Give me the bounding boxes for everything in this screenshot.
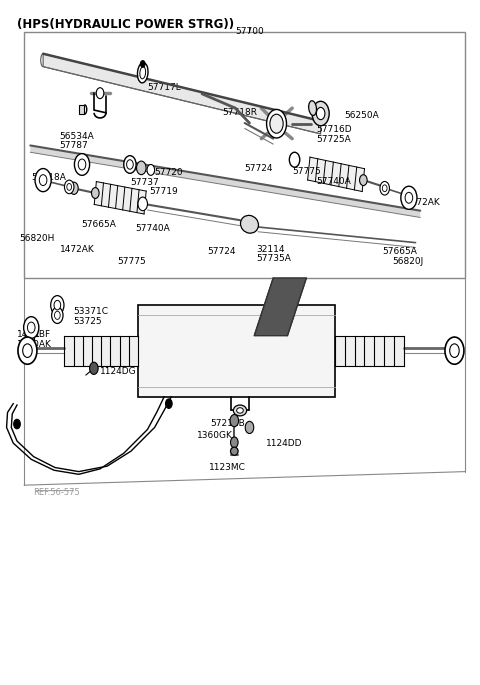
Circle shape bbox=[137, 161, 146, 175]
Circle shape bbox=[316, 108, 325, 120]
Text: 57724: 57724 bbox=[245, 164, 273, 173]
Text: 53725: 53725 bbox=[73, 316, 102, 325]
Ellipse shape bbox=[266, 110, 287, 138]
Text: 1124DD: 1124DD bbox=[266, 439, 302, 448]
Text: 57720: 57720 bbox=[155, 168, 183, 177]
Ellipse shape bbox=[233, 405, 247, 416]
Ellipse shape bbox=[237, 408, 243, 413]
Text: (HPS(HYDRAULIC POWER STRG)): (HPS(HYDRAULIC POWER STRG)) bbox=[17, 18, 234, 31]
Text: 57700: 57700 bbox=[235, 27, 264, 36]
Polygon shape bbox=[138, 305, 335, 397]
Text: 53371C: 53371C bbox=[73, 307, 108, 316]
Text: 57211B: 57211B bbox=[211, 419, 245, 427]
Circle shape bbox=[147, 164, 155, 175]
Text: 57665A: 57665A bbox=[81, 220, 116, 229]
Circle shape bbox=[445, 337, 464, 364]
Circle shape bbox=[90, 362, 98, 375]
Bar bbox=[24, 32, 466, 278]
Circle shape bbox=[67, 184, 72, 190]
Text: 1472AK: 1472AK bbox=[60, 245, 95, 253]
Text: 57724: 57724 bbox=[207, 247, 235, 256]
Text: 1360GK: 1360GK bbox=[197, 431, 233, 440]
Text: 57719: 57719 bbox=[149, 187, 178, 196]
Circle shape bbox=[70, 182, 78, 195]
Text: 56820H: 56820H bbox=[19, 234, 55, 242]
Circle shape bbox=[96, 88, 104, 99]
Circle shape bbox=[312, 101, 329, 126]
Circle shape bbox=[51, 296, 64, 314]
Text: 57718A: 57718A bbox=[31, 173, 66, 182]
Text: 1430BF: 1430BF bbox=[17, 330, 51, 339]
Text: 32114: 32114 bbox=[257, 245, 285, 253]
Circle shape bbox=[401, 186, 417, 210]
Polygon shape bbox=[335, 336, 404, 366]
Text: 56250A: 56250A bbox=[344, 112, 379, 121]
Text: 57665A: 57665A bbox=[383, 247, 417, 256]
Circle shape bbox=[23, 344, 32, 358]
Text: 1472AK: 1472AK bbox=[406, 199, 441, 208]
Text: 56820J: 56820J bbox=[392, 257, 423, 266]
Polygon shape bbox=[79, 105, 84, 114]
Circle shape bbox=[450, 344, 459, 358]
Ellipse shape bbox=[309, 101, 316, 116]
Text: 1123MC: 1123MC bbox=[209, 464, 246, 473]
Polygon shape bbox=[43, 53, 321, 134]
Circle shape bbox=[127, 160, 133, 169]
Ellipse shape bbox=[137, 62, 148, 83]
Circle shape bbox=[27, 322, 35, 333]
Circle shape bbox=[140, 60, 145, 67]
Text: 57716D: 57716D bbox=[316, 125, 351, 134]
Polygon shape bbox=[30, 145, 420, 217]
Text: 57735A: 57735A bbox=[257, 254, 291, 263]
Circle shape bbox=[18, 337, 37, 364]
Text: 57775: 57775 bbox=[118, 257, 146, 266]
Text: 57718R: 57718R bbox=[223, 108, 257, 117]
Circle shape bbox=[14, 419, 20, 429]
Circle shape bbox=[54, 301, 60, 310]
Circle shape bbox=[289, 152, 300, 167]
Circle shape bbox=[124, 155, 136, 173]
Circle shape bbox=[138, 197, 147, 211]
Circle shape bbox=[74, 153, 90, 175]
Text: 57787: 57787 bbox=[60, 141, 88, 151]
Ellipse shape bbox=[270, 114, 283, 133]
Circle shape bbox=[39, 175, 47, 186]
Text: 57775: 57775 bbox=[292, 167, 321, 176]
Circle shape bbox=[245, 421, 254, 434]
Circle shape bbox=[35, 169, 51, 192]
Polygon shape bbox=[308, 157, 364, 192]
Ellipse shape bbox=[230, 447, 238, 456]
Circle shape bbox=[78, 159, 86, 170]
Ellipse shape bbox=[240, 215, 258, 233]
Text: 57740A: 57740A bbox=[316, 177, 351, 186]
Text: 57737: 57737 bbox=[130, 178, 159, 187]
Text: 57725A: 57725A bbox=[316, 134, 351, 144]
Polygon shape bbox=[254, 278, 306, 336]
Text: 1124DG: 1124DG bbox=[100, 367, 137, 376]
Circle shape bbox=[55, 311, 60, 319]
Circle shape bbox=[24, 316, 39, 338]
Text: 1430AK: 1430AK bbox=[17, 340, 52, 349]
Text: 57740A: 57740A bbox=[136, 224, 170, 234]
Polygon shape bbox=[64, 336, 138, 366]
Circle shape bbox=[166, 399, 172, 408]
Circle shape bbox=[380, 182, 389, 195]
Circle shape bbox=[405, 192, 413, 203]
Circle shape bbox=[52, 307, 63, 323]
Text: 57717L: 57717L bbox=[147, 83, 181, 92]
Ellipse shape bbox=[140, 66, 145, 79]
Circle shape bbox=[383, 185, 387, 192]
Circle shape bbox=[360, 175, 367, 186]
Circle shape bbox=[64, 180, 74, 194]
Circle shape bbox=[230, 437, 238, 448]
Circle shape bbox=[92, 188, 99, 199]
Text: 56534A: 56534A bbox=[60, 132, 95, 141]
Polygon shape bbox=[94, 182, 146, 214]
Circle shape bbox=[230, 414, 239, 427]
Text: REF.56-575: REF.56-575 bbox=[34, 488, 80, 497]
